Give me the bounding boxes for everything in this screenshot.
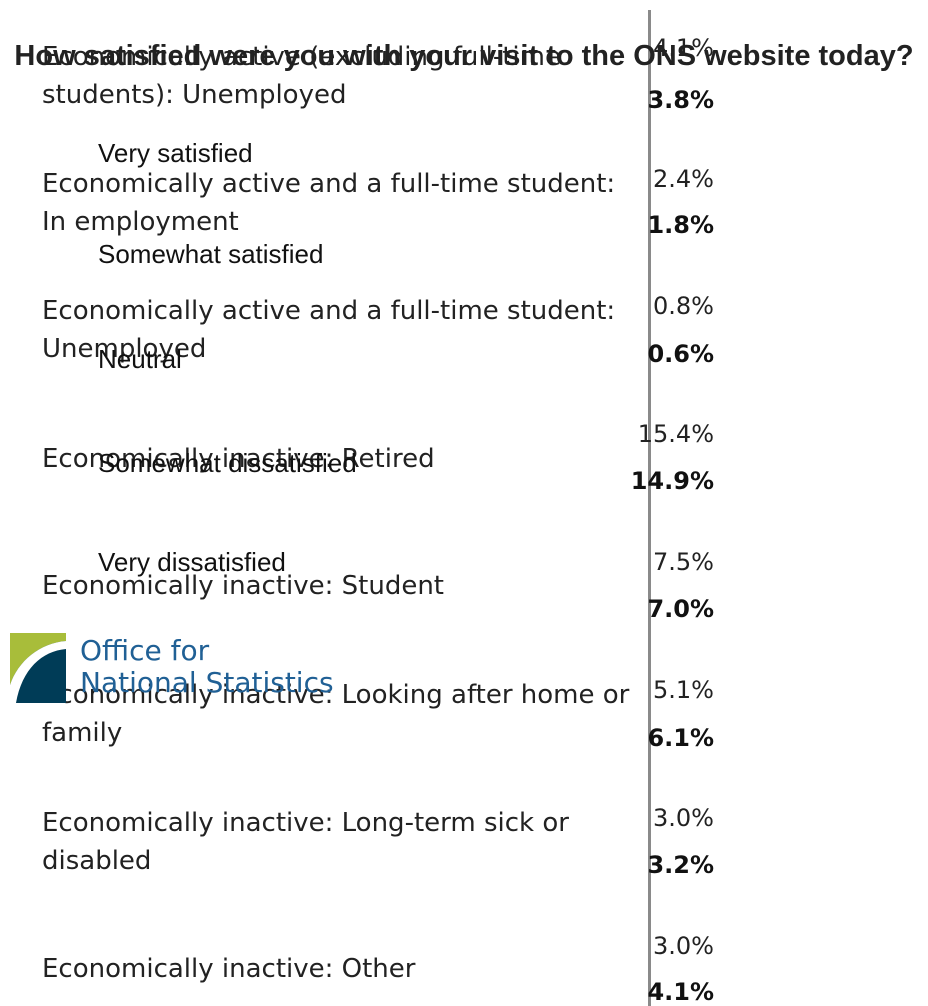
logo-line-2: National Statistics bbox=[80, 666, 334, 699]
option-very-satisfied[interactable]: Very satisfied bbox=[98, 138, 253, 168]
row-label: Economically inactive: Student bbox=[42, 571, 444, 601]
ons-logo: Office for National Statistics bbox=[10, 633, 340, 703]
row-label: Economically active and a full-time stud… bbox=[42, 169, 616, 237]
value-label: 7.5% bbox=[653, 548, 714, 576]
value-label-bold: 14.9% bbox=[630, 467, 714, 495]
option-neutral[interactable]: Neutral bbox=[98, 344, 182, 374]
row-label: Economically active (excluding full-time… bbox=[42, 42, 561, 110]
row-label: Economically inactive: Other bbox=[42, 954, 416, 984]
value-label-bold: 3.8% bbox=[647, 86, 714, 114]
ons-logo-icon bbox=[10, 633, 66, 703]
row-label: Economically active and a full-time stud… bbox=[42, 296, 616, 364]
option-somewhat-dissatisfied[interactable]: Somewhat dissatisfied bbox=[98, 448, 357, 478]
value-label: 5.1% bbox=[653, 676, 714, 704]
survey-question: How satisfied were you with your visit t… bbox=[14, 40, 914, 72]
value-label-bold: 0.6% bbox=[647, 340, 714, 368]
option-very-dissatisfied[interactable]: Very dissatisfied bbox=[98, 547, 286, 577]
row-label: Economically inactive: Long-term sick or… bbox=[42, 808, 569, 876]
axis-line bbox=[648, 10, 651, 1006]
value-label-bold: 7.0% bbox=[647, 595, 714, 623]
value-label: 3.0% bbox=[653, 932, 714, 960]
value-label: 0.8% bbox=[653, 292, 714, 320]
value-label-bold: 6.1% bbox=[647, 724, 714, 752]
value-label: 15.4% bbox=[637, 420, 714, 448]
value-label-bold: 1.8% bbox=[647, 211, 714, 239]
logo-line-1: Office for bbox=[80, 634, 210, 667]
value-label-bold: 4.1% bbox=[647, 978, 714, 1006]
value-label: 3.0% bbox=[653, 804, 714, 832]
value-label: 2.4% bbox=[653, 165, 714, 193]
value-label: 4.1% bbox=[653, 34, 714, 62]
option-somewhat-satisfied[interactable]: Somewhat satisfied bbox=[98, 239, 324, 269]
row-label: Economically inactive: Retired bbox=[42, 444, 435, 474]
row-label: Economically inactive: Looking after hom… bbox=[42, 680, 630, 748]
value-label-bold: 3.2% bbox=[647, 851, 714, 879]
